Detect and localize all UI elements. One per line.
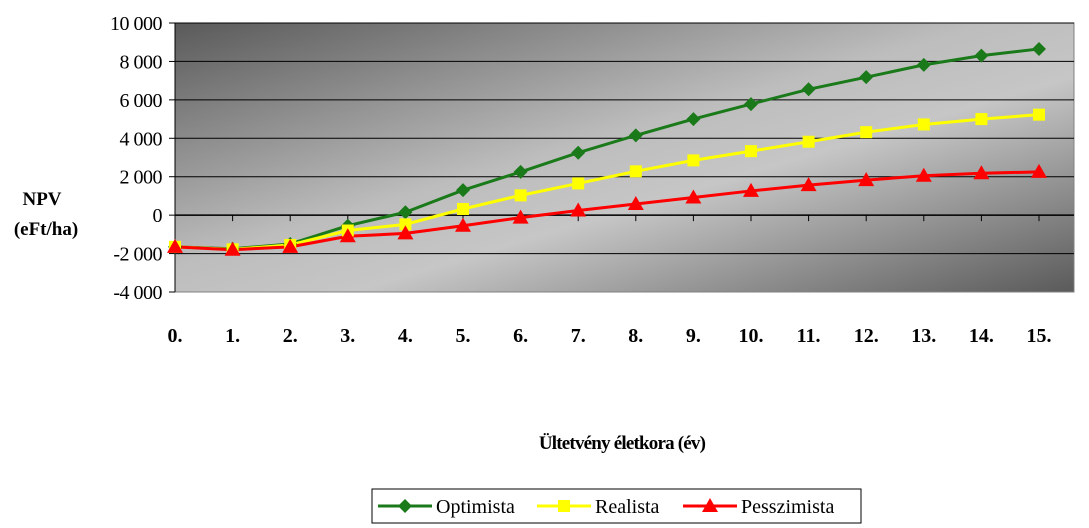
legend-label: Pesszimista (741, 496, 834, 518)
data-point-realista (572, 177, 585, 190)
x-tick-label: 2. (283, 325, 298, 347)
legend-box (371, 488, 862, 524)
data-point-realista (975, 113, 988, 126)
data-point-pesszimista (282, 238, 299, 253)
y-axis-title-line-1: NPV (22, 189, 61, 210)
legend-marker-optimista (398, 499, 412, 513)
x-tick-label: 10. (739, 325, 764, 347)
data-point-pesszimista (339, 228, 356, 243)
data-point-pesszimista (743, 182, 759, 197)
data-point-pesszimista (570, 202, 587, 217)
x-tick-label: 9. (686, 325, 701, 347)
x-tick-label: 13. (911, 325, 936, 347)
data-point-pesszimista (455, 217, 471, 232)
series-line-realista (174, 113, 1040, 251)
data-point-pesszimista (627, 195, 644, 210)
y-tick-label: -2 000 (113, 244, 162, 266)
data-point-realista (1033, 108, 1045, 121)
x-axis: 0. 1. 2. 3. 4. 5. 6. 7. 8. 9. 10. 11. 12. 13. 14. 15. (168, 214, 1074, 347)
y-tick-label: 4 000 (120, 128, 163, 150)
data-point-pesszimista (800, 177, 817, 192)
data-point-realista (399, 218, 412, 231)
data-point-pesszimista (397, 225, 414, 240)
x-tick-label: 6. (513, 325, 528, 347)
data-point-realista (629, 165, 642, 178)
x-tick-label: 4. (398, 325, 413, 347)
data-point-optimista (744, 97, 758, 112)
legend-item-optimista: Optimista (378, 496, 515, 518)
data-point-optimista (456, 183, 470, 198)
y-tick-label: 6 000 (120, 90, 163, 112)
data-point-optimista (628, 128, 643, 143)
data-point-optimista (571, 145, 586, 160)
data-point-realista (514, 189, 527, 202)
data-point-pesszimista (915, 167, 932, 182)
y-tick-label: 8 000 (120, 51, 163, 73)
series-markers (167, 41, 1047, 256)
data-point-pesszimista (167, 238, 183, 253)
y-tick-label: 2 000 (120, 167, 163, 189)
legend-item-realista: Realista (537, 496, 660, 518)
x-tick-label: 7. (571, 325, 586, 347)
data-point-realista (802, 135, 815, 148)
legend-label: Realista (595, 496, 660, 518)
y-axis-title-line-2: (eFt/ha) (14, 219, 78, 240)
y-tick-label: -4 000 (113, 282, 162, 304)
legend-label: Optimista (436, 496, 515, 518)
legend: Optimista Realista Pesszimista (371, 488, 862, 524)
data-point-optimista (398, 205, 413, 220)
y-tick-label: 10 000 (110, 13, 163, 35)
series-lines (174, 47, 1040, 252)
x-tick-label: 5. (456, 325, 471, 347)
data-point-optimista (916, 57, 931, 72)
data-point-pesszimista (858, 172, 875, 187)
data-point-pesszimista (224, 241, 241, 256)
x-axis-title: Ültetvény életkora (év) (539, 433, 706, 454)
x-tick-label: 1. (225, 325, 240, 347)
x-tick-label: 11. (797, 325, 821, 347)
x-tick-label: 14. (969, 325, 994, 347)
data-point-pesszimista (973, 165, 990, 180)
data-point-optimista (859, 70, 874, 85)
data-point-optimista (974, 48, 989, 63)
data-point-realista (457, 202, 469, 215)
data-point-realista (687, 154, 700, 167)
x-tick-label: 12. (854, 325, 879, 347)
legend-item-pesszimista: Pesszimista (683, 496, 834, 518)
data-point-realista (917, 118, 930, 131)
legend-marker-realista (558, 500, 570, 512)
y-axis: -4 000 -2 000 0 2 000 4 000 6 000 8 000 10 000 (110, 13, 176, 304)
data-point-optimista (801, 82, 816, 97)
series-line-pesszimista (174, 170, 1040, 252)
data-point-pesszimista (1031, 163, 1047, 178)
data-point-optimista (686, 112, 701, 127)
x-tick-label: 0. (168, 325, 183, 347)
data-point-optimista (1032, 41, 1046, 56)
data-point-pesszimista (512, 209, 529, 224)
x-tick-label: 3. (340, 325, 355, 347)
legend-marker-pesszimista (702, 498, 718, 512)
data-point-realista (860, 126, 873, 139)
data-point-realista (745, 145, 757, 158)
series-line-optimista (174, 47, 1040, 251)
data-point-optimista (513, 164, 528, 179)
y-tick-label: 0 (153, 205, 163, 227)
data-point-pesszimista (685, 189, 702, 204)
x-tick-label: 15. (1027, 325, 1052, 347)
x-tick-label: 8. (628, 325, 643, 347)
